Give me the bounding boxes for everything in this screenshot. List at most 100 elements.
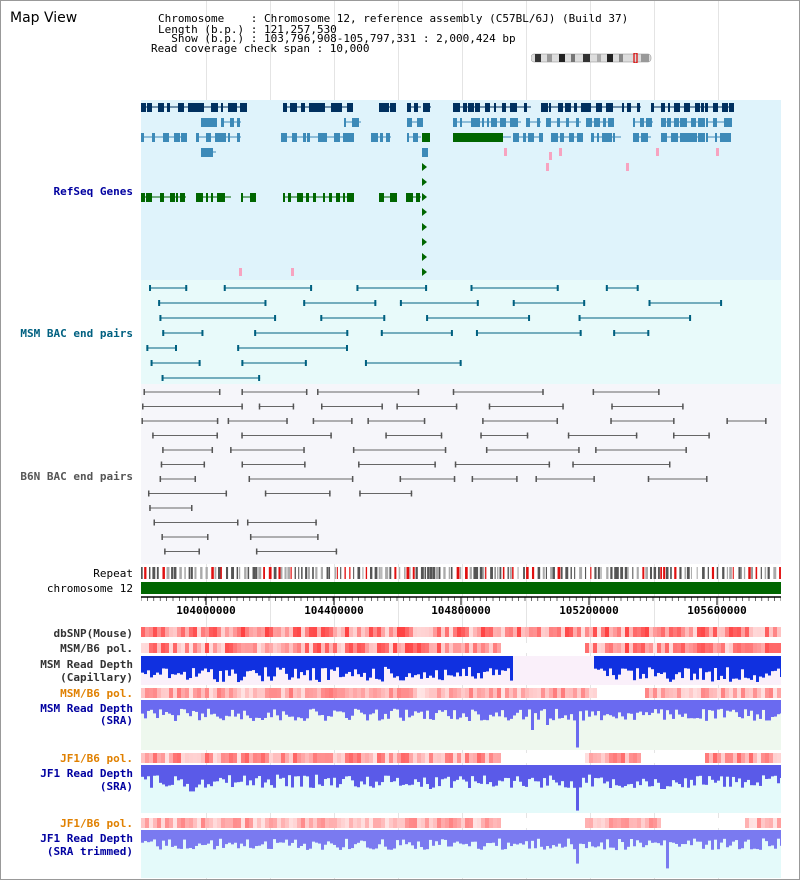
depth-bar (477, 830, 480, 849)
heat-cell (485, 688, 489, 698)
heat-cell (333, 643, 337, 653)
depth-bar (405, 656, 408, 677)
heat-cell (497, 818, 501, 828)
depth-bar (615, 656, 618, 680)
repeat-track (141, 567, 781, 579)
depth-bar (222, 656, 225, 682)
depth-bar (741, 700, 744, 719)
heat-cell (277, 643, 281, 653)
heat-cell (297, 818, 301, 828)
gene-exon (524, 103, 527, 112)
heat-cell (193, 753, 197, 763)
depth-bar (648, 656, 651, 668)
chromosome-ideogram[interactable] (531, 53, 653, 63)
heat-cell (281, 627, 285, 637)
depth-bar (357, 765, 360, 788)
depth-bar (762, 765, 765, 776)
depth-bar (507, 830, 510, 843)
heat-cell (345, 643, 349, 653)
depth-bar (408, 656, 411, 674)
repeat-element (280, 567, 283, 579)
depth-bar (318, 765, 321, 785)
repeat-element (610, 567, 613, 579)
depth-bar (204, 656, 207, 669)
heat-cell (601, 643, 605, 653)
depth-bar (621, 765, 624, 788)
heat-cell (757, 643, 761, 653)
heat-cell (725, 643, 729, 653)
depth-bar (552, 765, 555, 780)
depth-bar (309, 830, 312, 849)
depth-bar (699, 830, 702, 842)
depth-bar (450, 700, 453, 719)
depth-bar (549, 700, 552, 719)
depth-bar (690, 656, 693, 681)
heat-cell (681, 643, 685, 653)
heat-cell (521, 627, 525, 637)
depth-bar (273, 700, 276, 710)
heat-cell (553, 753, 557, 763)
depth-bar (156, 656, 159, 673)
depth-bar (261, 765, 264, 788)
depth-bar (381, 765, 384, 783)
depth-bar (681, 700, 684, 717)
heat-cell (449, 688, 453, 698)
gene-exon (178, 103, 184, 112)
heat-cell (677, 818, 681, 828)
depth-bar (261, 656, 264, 682)
repeat-element (642, 567, 645, 579)
depth-bar (375, 656, 378, 679)
depth-bar (303, 656, 306, 676)
depth-bar (369, 700, 372, 715)
depth-bar (717, 656, 720, 680)
heat-cell (669, 818, 673, 828)
heat-cell (489, 643, 493, 653)
depth-bar (780, 656, 781, 678)
heat-cell (141, 643, 145, 653)
heat-cell (381, 818, 385, 828)
bac-end (216, 418, 219, 424)
repeat-element (542, 567, 545, 579)
heat-cell (601, 818, 605, 828)
heat-cell (217, 627, 221, 637)
heat-cell (333, 818, 337, 828)
repeat-element (707, 567, 709, 579)
heat-cell (773, 818, 777, 828)
depth-bar (570, 830, 573, 845)
gene-exon (160, 193, 164, 202)
heat-cell (317, 753, 321, 763)
heat-cell (181, 818, 185, 828)
depth-bar (249, 765, 252, 781)
repeat-element (584, 567, 587, 579)
depth-bar (471, 830, 474, 842)
heat-cell (621, 818, 625, 828)
depth-bar (315, 765, 318, 775)
depth-bar (486, 830, 489, 843)
repeat-element (236, 567, 239, 579)
heat-cell (217, 643, 221, 653)
depth-bar (705, 830, 708, 845)
depth-bar (255, 765, 258, 779)
heat-cell (761, 627, 765, 637)
heat-cell (185, 643, 189, 653)
heat-cell (249, 688, 253, 698)
bac-end (352, 447, 355, 453)
heat-cell (577, 643, 581, 653)
heat-cell (441, 818, 445, 828)
heat-cell (645, 753, 649, 763)
depth-bar (726, 830, 729, 848)
repeat-element (755, 567, 758, 579)
gene-exon (416, 193, 420, 202)
repeat-element (502, 567, 505, 579)
heat-cell (213, 627, 217, 637)
gene-exon (324, 133, 327, 142)
depth-bar (447, 700, 450, 717)
heat-cell (633, 627, 637, 637)
heat-cell (377, 643, 381, 653)
gene-arrow (422, 193, 427, 201)
msm-depth-sra-track (141, 700, 781, 750)
gene-exon (596, 103, 602, 112)
depth-bar (582, 830, 585, 845)
depth-bar (222, 830, 225, 848)
depth-bar (183, 700, 186, 710)
